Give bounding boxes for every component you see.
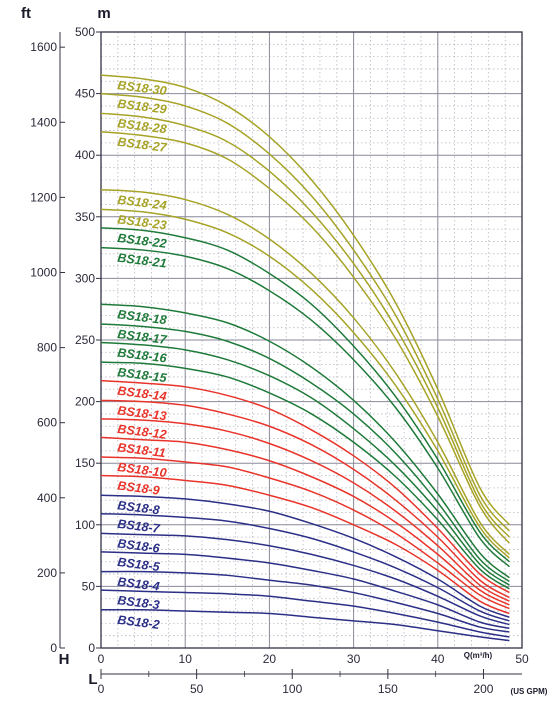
curve-label-bs18-22: BS18-22 xyxy=(117,231,168,251)
q-tick-label: 0 xyxy=(98,652,105,666)
curve-bs18-16 xyxy=(100,341,510,586)
curve-label-bs18-16: BS18-16 xyxy=(117,346,169,366)
curve-bs18-8 xyxy=(100,494,510,618)
curve-bs18-2 xyxy=(100,608,510,642)
gpm-tick-label: 200 xyxy=(473,682,493,696)
curve-bs18-5 xyxy=(100,551,510,630)
gpm-tick-label: 150 xyxy=(378,682,398,696)
curve-label-bs18-8: BS18-8 xyxy=(117,498,161,517)
curve-bs18-29 xyxy=(100,92,510,532)
curve-bs18-21 xyxy=(100,246,510,568)
curve-bs18-11 xyxy=(100,436,510,606)
curve-label-bs18-5: BS18-5 xyxy=(117,555,162,574)
curve-label-bs18-10: BS18-10 xyxy=(117,460,168,480)
q-tick-label: 40 xyxy=(431,652,445,666)
curve-bs18-13 xyxy=(100,399,510,599)
gpm-tick-label: 0 xyxy=(98,682,105,696)
m-tick-label: 450 xyxy=(75,87,95,101)
grid xyxy=(59,31,523,675)
curve-bs18-17 xyxy=(100,323,510,583)
H-axis-letter: H xyxy=(59,651,70,668)
m-tick-label: 100 xyxy=(75,518,95,532)
curve-label-bs18-23: BS18-23 xyxy=(117,212,168,232)
ft-tick-label: 800 xyxy=(37,341,57,355)
q-unit-label: Q(m³/h) xyxy=(464,651,493,660)
curve-bs18-3 xyxy=(100,589,510,638)
curve-bs18-27 xyxy=(100,131,510,544)
curve-bs18-22 xyxy=(100,227,510,563)
curve-bs18-28 xyxy=(100,112,510,538)
curve-labels: BS18-30BS18-29BS18-28BS18-27BS18-24BS18-… xyxy=(117,78,169,632)
curve-label-bs18-11: BS18-11 xyxy=(117,440,167,460)
m-tick-label: 350 xyxy=(75,210,95,224)
curve-bs18-14 xyxy=(100,379,510,594)
m-tick-label: 200 xyxy=(75,395,95,409)
curve-label-bs18-9: BS18-9 xyxy=(117,479,161,498)
ft-tick-label: 1000 xyxy=(30,265,57,279)
curve-label-bs18-30: BS18-30 xyxy=(117,78,168,98)
q-tick-label: 10 xyxy=(179,652,193,666)
curve-bs18-30 xyxy=(100,74,510,526)
curve-bs18-6 xyxy=(100,532,510,626)
L-axis-letter: L xyxy=(88,671,97,688)
curve-label-bs18-21: BS18-21 xyxy=(117,251,168,271)
curve-series xyxy=(100,74,510,642)
curve-bs18-24 xyxy=(100,188,510,555)
curve-label-bs18-24: BS18-24 xyxy=(117,193,168,213)
curve-label-bs18-3: BS18-3 xyxy=(117,593,161,612)
m-tick-label: 50 xyxy=(82,579,96,593)
gpm-tick-label: 100 xyxy=(282,682,302,696)
ft-tick-label: 0 xyxy=(50,641,57,655)
ft-tick-label: 1200 xyxy=(30,190,57,204)
curve-label-bs18-28: BS18-28 xyxy=(117,116,168,136)
q-tick-label: 50 xyxy=(515,652,529,666)
curve-bs18-15 xyxy=(100,361,510,590)
q-tick-label: 20 xyxy=(263,652,277,666)
curve-label-bs18-29: BS18-29 xyxy=(117,97,168,117)
curve-bs18-10 xyxy=(100,456,510,610)
curve-label-bs18-6: BS18-6 xyxy=(117,537,162,556)
m-tick-label: 500 xyxy=(75,25,95,39)
gpm-unit-label: (US GPM) xyxy=(511,687,548,696)
curve-label-bs18-12: BS18-12 xyxy=(117,422,168,442)
curve-label-bs18-7: BS18-7 xyxy=(117,517,162,536)
ft-tick-label: 1400 xyxy=(30,115,57,129)
m-tick-label: 400 xyxy=(75,148,95,162)
m-tick-label: 300 xyxy=(75,271,95,285)
ft-tick-label: 400 xyxy=(37,491,57,505)
curve-label-bs18-27: BS18-27 xyxy=(117,135,169,155)
tick-labels: 0501001502002503003504004505000200400600… xyxy=(30,25,529,696)
ft-tick-label: 600 xyxy=(37,416,57,430)
curve-bs18-18 xyxy=(100,303,510,579)
m-tick-label: 0 xyxy=(88,641,95,655)
m-unit-label: m xyxy=(97,5,110,22)
axes: ft m H L Q(m³/h) (US GPM) xyxy=(21,5,548,696)
m-tick-label: 250 xyxy=(75,333,95,347)
curve-bs18-12 xyxy=(100,418,510,602)
curve-label-bs18-15: BS18-15 xyxy=(117,365,169,385)
ft-tick-label: 200 xyxy=(37,566,57,580)
curve-bs18-9 xyxy=(100,474,510,615)
ft-unit-label: ft xyxy=(21,5,31,22)
curve-label-bs18-17: BS18-17 xyxy=(117,327,169,347)
curve-label-bs18-14: BS18-14 xyxy=(117,384,168,404)
m-tick-label: 150 xyxy=(75,456,95,470)
curve-bs18-4 xyxy=(100,570,510,633)
curve-label-bs18-4: BS18-4 xyxy=(117,575,161,594)
curve-label-bs18-13: BS18-13 xyxy=(117,403,168,423)
ft-tick-label: 1600 xyxy=(30,40,57,54)
q-tick-label: 30 xyxy=(347,652,361,666)
curve-bs18-23 xyxy=(100,208,510,559)
curve-label-bs18-18: BS18-18 xyxy=(117,307,168,327)
curve-bs18-7 xyxy=(100,512,510,622)
gpm-tick-label: 50 xyxy=(190,682,204,696)
curve-label-bs18-2: BS18-2 xyxy=(117,613,161,632)
